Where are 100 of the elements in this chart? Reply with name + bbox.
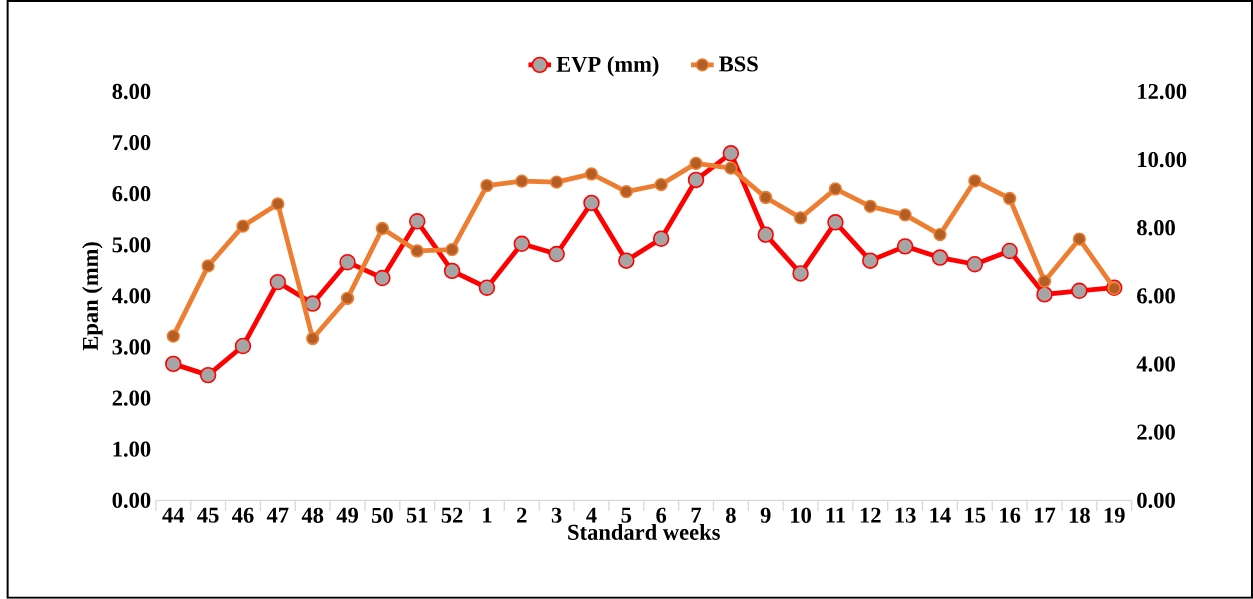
- point: [583, 194, 600, 212]
- point: [862, 252, 879, 269]
- y2-tick-label: 8.00: [1137, 220, 1175, 236]
- y2-tick-label: 6.00: [1137, 288, 1175, 304]
- x-tick-label: 17: [1035, 507, 1056, 523]
- point: [409, 213, 426, 230]
- point: [548, 245, 565, 263]
- y-tick-label: 4.00: [112, 288, 151, 304]
- point: [339, 254, 356, 271]
- point: [792, 265, 809, 282]
- point: [757, 226, 774, 243]
- y2-tick-label: 10.00: [1138, 152, 1187, 168]
- point: [201, 259, 215, 273]
- y-axis-title: Epan (mm): [82, 242, 103, 351]
- point: [375, 221, 390, 236]
- x-tick-label: 3: [551, 507, 562, 523]
- y2-tick-label: 0.00: [1137, 492, 1175, 509]
- point: [759, 190, 773, 205]
- x-tick-label: 12: [860, 507, 881, 523]
- point: [898, 208, 912, 222]
- point: [827, 214, 844, 231]
- point: [722, 145, 740, 162]
- x-tick-label: 51: [406, 507, 428, 523]
- point: [236, 219, 250, 233]
- point: [689, 156, 703, 171]
- x-tick-label: 16: [1000, 507, 1021, 523]
- y2-tick-label: 2.00: [1137, 424, 1175, 440]
- y-tick-label: 8.00: [112, 83, 151, 100]
- x-tick-label: 50: [371, 507, 393, 523]
- x-axis-title: Standard weeks: [568, 524, 720, 540]
- y-tick-label: 0.00: [112, 492, 151, 509]
- point: [340, 291, 355, 306]
- point: [652, 230, 670, 248]
- y-tick-label: 7.00: [113, 135, 151, 151]
- point: [1003, 191, 1017, 206]
- point: [584, 167, 599, 181]
- x-tick-label: 1: [483, 507, 492, 523]
- point: [480, 178, 494, 193]
- point: [828, 182, 843, 196]
- x-tick-label: 47: [266, 507, 289, 523]
- x-tick-label: 4: [586, 507, 597, 523]
- point: [304, 295, 321, 312]
- x-tick-label: 46: [232, 507, 254, 523]
- point: [1001, 242, 1018, 260]
- legend-label: BSS: [719, 56, 758, 72]
- point: [513, 235, 530, 253]
- y-tick-label: 1.00: [113, 441, 151, 457]
- point: [896, 238, 914, 255]
- point: [271, 197, 285, 211]
- point: [199, 366, 217, 384]
- point: [931, 249, 949, 266]
- point: [515, 174, 529, 188]
- point: [165, 355, 182, 373]
- point: [966, 256, 984, 273]
- legend-label: EVP (mm): [556, 56, 659, 77]
- x-tick-label: 11: [826, 507, 845, 523]
- point: [443, 262, 461, 280]
- point: [374, 269, 391, 287]
- y-tick-label: 5.00: [112, 237, 151, 253]
- x-tick-label: 15: [965, 507, 986, 523]
- y-tick-label: 3.00: [112, 339, 151, 355]
- point: [687, 171, 705, 189]
- x-tick-label: 44: [162, 507, 185, 523]
- point: [234, 337, 252, 355]
- x-tick-label: 9: [760, 507, 771, 523]
- y-tick-label: 6.00: [112, 186, 151, 202]
- point: [1071, 282, 1088, 300]
- point: [968, 174, 982, 188]
- point: [619, 185, 633, 199]
- point: [1037, 274, 1052, 288]
- x-tick-label: 7: [691, 507, 702, 523]
- x-tick-label: 14: [930, 507, 951, 523]
- x-tick-label: 10: [791, 507, 811, 523]
- y-tick-label: 2.00: [112, 390, 151, 406]
- point: [445, 243, 459, 257]
- x-tick-label: 5: [621, 507, 632, 523]
- point: [654, 177, 668, 192]
- x-tick-label: 45: [197, 507, 219, 523]
- point: [724, 161, 738, 175]
- x-tick-label: 19: [1104, 507, 1125, 523]
- y2-tick-label: 12.00: [1138, 83, 1187, 100]
- point: [1072, 232, 1087, 246]
- x-tick-label: 48: [301, 507, 324, 523]
- x-tick-label: 2: [517, 507, 527, 523]
- point: [549, 175, 564, 189]
- x-tick-label: 8: [725, 507, 736, 523]
- point: [410, 244, 424, 258]
- x-tick-label: 13: [895, 507, 916, 523]
- point: [793, 211, 808, 225]
- point: [618, 252, 635, 269]
- point: [478, 279, 496, 297]
- y2-tick-label: 4.00: [1136, 356, 1175, 372]
- point: [933, 228, 947, 242]
- x-tick-label: 49: [336, 507, 358, 523]
- x-tick-label: 18: [1069, 507, 1090, 523]
- point: [863, 199, 877, 214]
- point: [306, 331, 320, 346]
- x-tick-label: 6: [656, 507, 667, 523]
- point: [1036, 286, 1053, 303]
- x-tick-label: 52: [441, 507, 463, 523]
